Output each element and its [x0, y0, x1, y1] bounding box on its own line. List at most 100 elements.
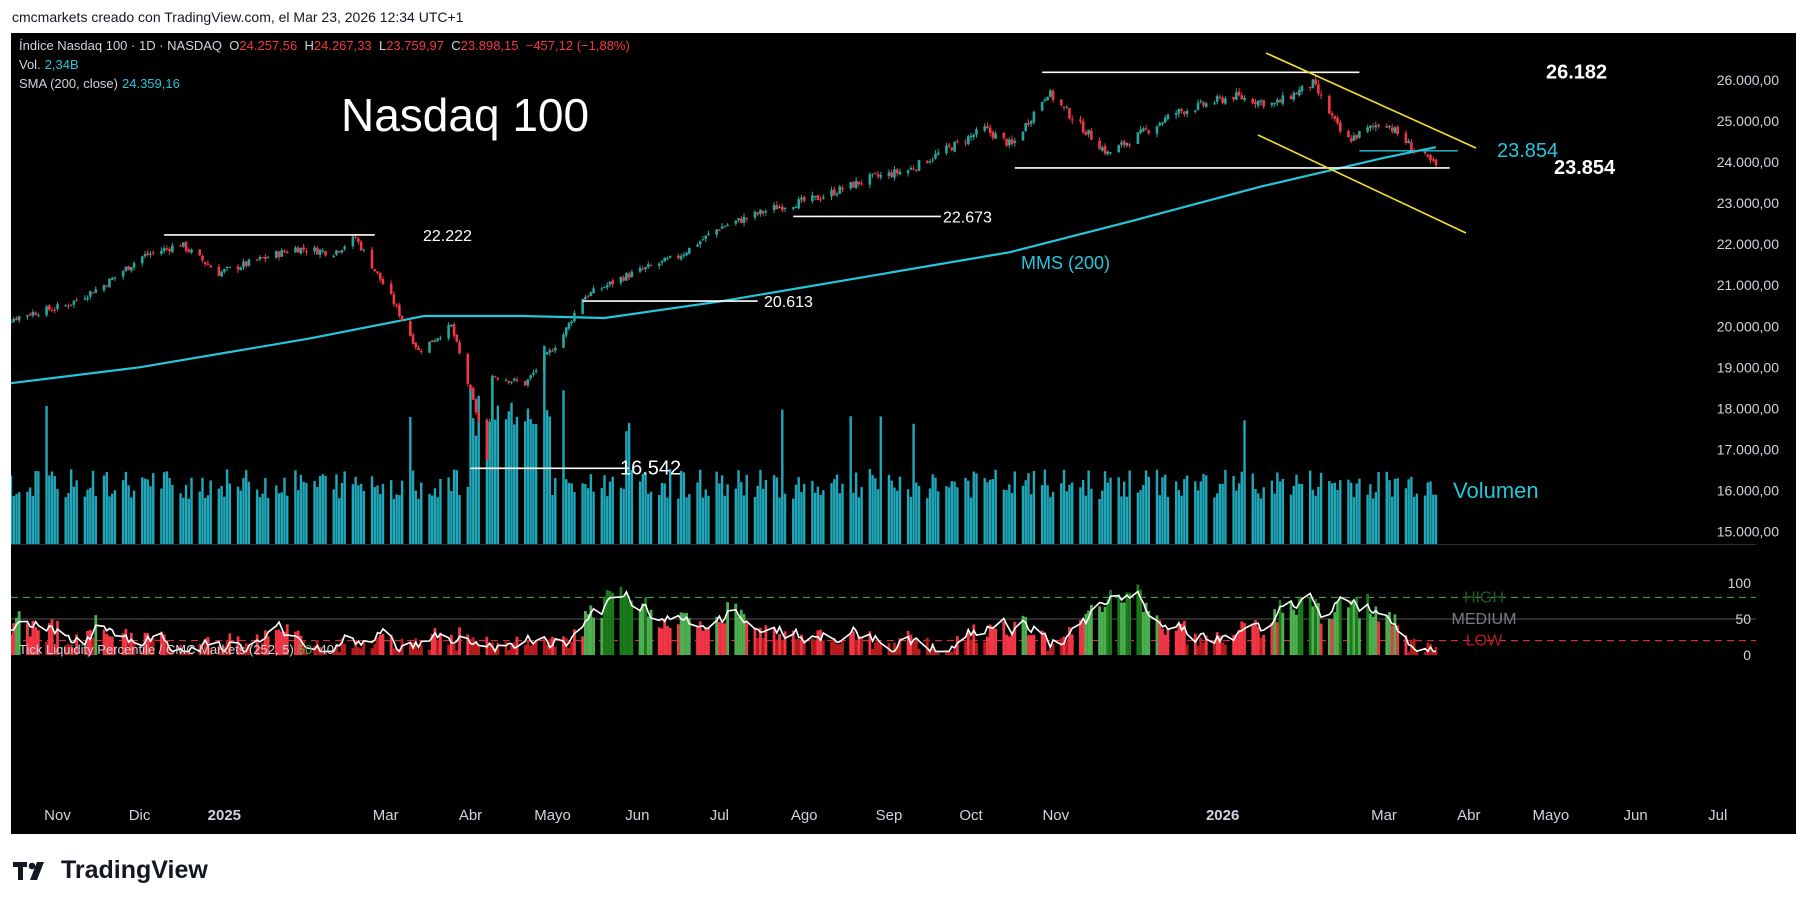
price-tick-label: 26.000,00: [1717, 72, 1779, 88]
candle-body: [433, 340, 437, 342]
volume-bar: [1040, 485, 1044, 544]
volume-bar: [203, 497, 207, 544]
candle-body: [31, 311, 35, 316]
liquidity-bar: [1429, 644, 1432, 655]
volume-bar: [1369, 484, 1372, 544]
volume-bar: [707, 495, 710, 544]
liquidity-bar: [1120, 602, 1123, 655]
liquidity-bar: [1185, 644, 1189, 655]
candle-body: [879, 174, 883, 178]
liquidity-bar: [810, 638, 814, 655]
volume-bar: [887, 474, 891, 544]
liquidity-bar: [1174, 630, 1178, 655]
candle-body: [351, 236, 355, 247]
volume-bar: [1224, 469, 1227, 544]
volume-bar: [833, 479, 836, 544]
volume-bar: [666, 497, 669, 544]
candle-body: [414, 342, 418, 348]
liquidity-bar: [105, 633, 109, 655]
volume-bar: [321, 474, 325, 544]
liquidity-bar: [102, 629, 106, 655]
candle-body: [925, 161, 929, 164]
candle-body: [1390, 127, 1394, 132]
liquidity-bar: [906, 630, 910, 655]
liquidity-bar: [778, 634, 781, 655]
candle-body: [381, 279, 385, 285]
candle-body: [734, 220, 738, 224]
candle-body: [261, 257, 264, 259]
price-tick-label: 19.000,00: [1717, 359, 1779, 375]
liquidity-bar: [1081, 622, 1085, 655]
volume-bar: [411, 470, 415, 544]
liquidity-bar: [1202, 642, 1205, 655]
liquidity-bar: [895, 645, 899, 655]
volume-bar: [740, 482, 743, 544]
price-tick-label: 21.000,00: [1717, 277, 1779, 293]
candle-body: [663, 257, 666, 262]
volume-bar: [622, 488, 625, 544]
liquidity-bar: [449, 634, 453, 655]
liquidity-bar: [340, 638, 344, 655]
candle-body: [1235, 92, 1238, 100]
open-label: O: [229, 38, 240, 53]
volume-bar: [420, 482, 423, 544]
change-value: −457,12 (−1,88%): [525, 38, 630, 53]
volume-bar: [991, 478, 995, 544]
volume-bar: [417, 498, 420, 544]
liquidity-bar: [619, 586, 623, 655]
liquidity-bar: [203, 638, 207, 655]
liquidity-bar: [255, 634, 259, 655]
volume-bar: [1270, 480, 1274, 544]
liquidity-bar: [983, 642, 987, 655]
candle-body: [532, 372, 535, 375]
liquidity-bar: [925, 637, 929, 655]
liquidity-bar: [737, 616, 740, 655]
candle-body: [1251, 99, 1255, 104]
volume-bar: [56, 488, 59, 544]
volume-bar: [1117, 477, 1120, 544]
liquidity-bar: [1155, 615, 1159, 655]
candle-body: [162, 248, 166, 252]
candle-body: [526, 379, 530, 386]
chart-panel[interactable]: MMS (200) Volumen 26.182 23.854 23.854 22.67…: [11, 33, 1796, 834]
candle-body: [611, 280, 615, 285]
volume-bar: [400, 480, 404, 544]
volume-bar: [526, 408, 530, 544]
candle-body: [649, 264, 653, 266]
volume-bar: [928, 488, 932, 544]
indicator-legend: Tick Liquidity Percentile / CMC Markets …: [19, 642, 334, 657]
candle-body: [1358, 131, 1361, 138]
liquidity-bar: [1059, 638, 1063, 655]
liquidity-bar: [660, 628, 664, 655]
candle-body: [895, 169, 899, 174]
candle-body: [830, 190, 833, 197]
volume-bar: [983, 478, 986, 544]
sma-label: SMA (200, close): [19, 76, 118, 91]
candle-body: [223, 269, 226, 272]
liquidity-bar: [592, 617, 595, 655]
candle-body: [570, 321, 573, 324]
liquidity-bar: [1256, 626, 1260, 655]
liquidity-bar: [1221, 642, 1225, 655]
liquidity-bar: [1297, 598, 1301, 655]
candle-body: [562, 334, 565, 348]
candle-body: [1259, 100, 1263, 103]
volume-bar: [1374, 492, 1378, 544]
candle-body: [969, 135, 973, 138]
volume-bar: [182, 497, 185, 544]
liquidity-bar: [132, 642, 136, 655]
volume-bar: [668, 469, 672, 544]
volume-bar: [1010, 493, 1014, 544]
liquidity-bar: [611, 592, 615, 655]
liquidity-bar: [988, 624, 992, 655]
level-label: 16.542: [620, 457, 681, 479]
candle-body: [1103, 146, 1107, 154]
candle-body: [1125, 142, 1129, 146]
volume-bar: [953, 481, 956, 544]
volume-bar: [86, 489, 89, 544]
liquidity-bar: [1278, 599, 1282, 655]
candle-body: [1371, 126, 1375, 128]
candle-body: [458, 342, 461, 354]
candle-body: [1087, 129, 1090, 135]
